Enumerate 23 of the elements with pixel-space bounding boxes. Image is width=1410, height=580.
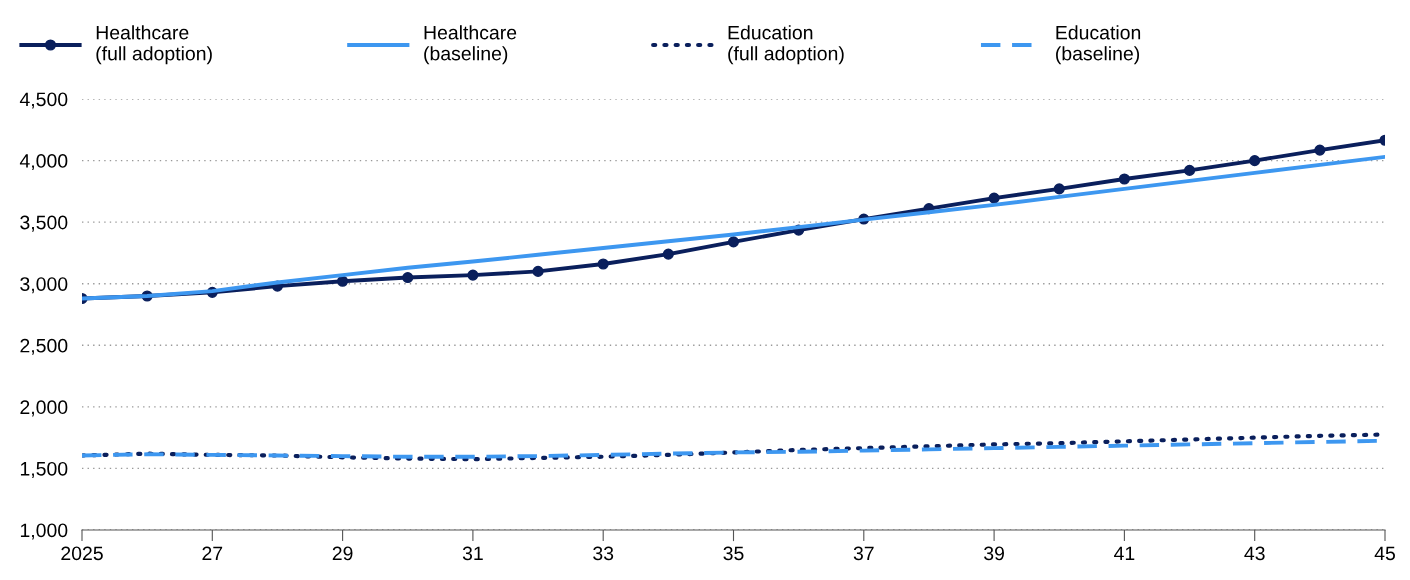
x-tick-label: 29 xyxy=(332,546,353,561)
y-tick-label: 4,500 xyxy=(19,92,68,109)
y-tick-label: 3,000 xyxy=(20,277,68,294)
legend-label: Healthcare (full adoption) xyxy=(96,25,212,65)
x-tick-label: 33 xyxy=(593,546,614,561)
y-tick-label: 2,000 xyxy=(20,400,68,417)
x-tick-label: 43 xyxy=(1244,546,1265,561)
x-tick-label: 41 xyxy=(1114,546,1135,561)
x-tick-label: 45 xyxy=(1374,546,1395,561)
x-tick-label: 37 xyxy=(853,546,874,561)
y-tick-label: 1,000 xyxy=(20,523,68,540)
y-tick-label: 2,500 xyxy=(20,338,68,355)
x-tick-label: 27 xyxy=(202,546,223,561)
x-tick-label: 39 xyxy=(984,546,1004,561)
x-tick-label: 35 xyxy=(723,546,744,561)
y-tick-label: 4,000 xyxy=(19,154,68,171)
x-tick-label: 2025 xyxy=(61,546,103,561)
x-tick-label: 31 xyxy=(462,546,483,561)
legend-label: Education (full adoption) xyxy=(728,25,844,65)
legend-label: Healthcare (baseline) xyxy=(424,25,517,65)
y-tick-label: 3,500 xyxy=(20,215,68,232)
legend-label: Education (baseline) xyxy=(1056,25,1141,65)
y-tick-label: 1,500 xyxy=(20,461,68,478)
